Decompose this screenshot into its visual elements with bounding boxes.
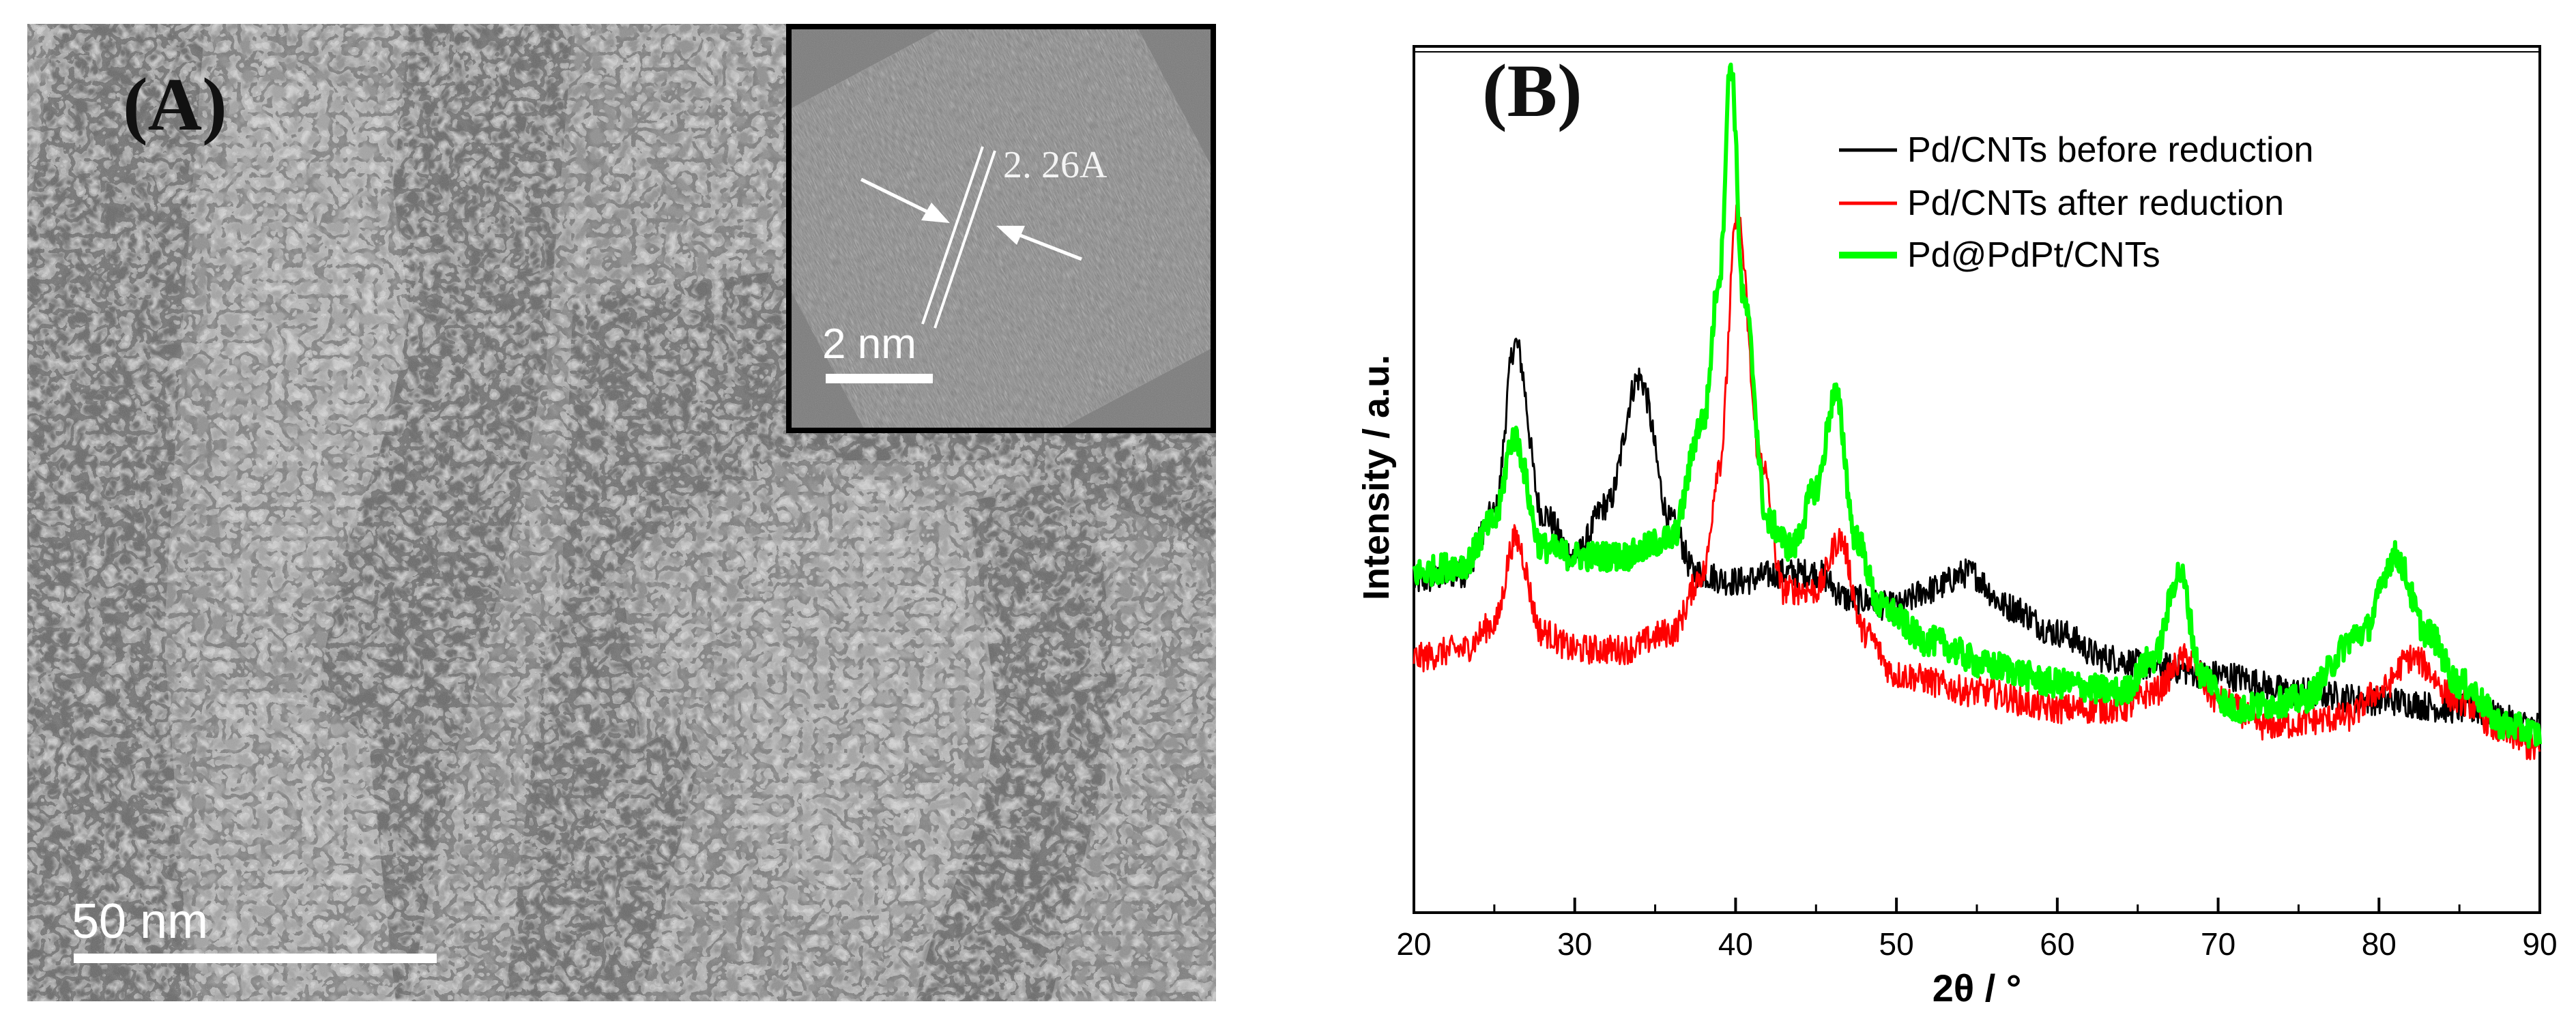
series-layer [1412,62,2542,761]
legend-label-pdpt: Pd@PdPt/CNTs [1907,235,2160,275]
x-tick-label: 60 [2040,926,2074,962]
lattice-marker-line-1 [921,146,984,325]
y-axis-label: Intensity / a.u. [1356,355,1397,600]
series-line-1 [1413,204,2541,761]
x-tick-label: 80 [2362,926,2397,962]
lattice-spacing-label: 2. 26A [1003,144,1108,186]
series-line-0 [1413,338,2541,741]
lattice-marker-line-2 [934,150,996,329]
panel-label-b: (B) [1482,49,1582,132]
inset-scale-bar-label: 2 nm [822,321,916,368]
arrow-left [860,177,928,213]
x-axis-ticks: 20 30 40 50 60 70 80 90 [1396,898,2558,962]
x-tick-label: 50 [1879,926,1914,962]
x-tick-label: 90 [2522,926,2557,962]
x-tick-label: 30 [1557,926,1592,962]
arrow-right [1019,233,1082,261]
plot-frame [1413,45,2541,914]
tem-micrograph: (A) 50 nm 2. 26A 2 nm [27,24,1216,1001]
x-axis-label: 2θ / ° [1933,967,2021,1009]
xrd-chart: 20 30 40 50 60 70 80 90 (B) Pd/CNTs before redu… [1356,45,2558,1009]
x-tick-label: 70 [2201,926,2235,962]
scale-bar-label: 50 nm [72,894,208,949]
legend: Pd/CNTs before reduction Pd/CNTs after r… [1839,130,2313,275]
arrowhead-right [996,226,1025,245]
hrtem-inset: 2. 26A 2 nm [786,24,1216,433]
arrowhead-left [921,203,950,223]
x-tick-label: 20 [1396,926,1431,962]
series-line-2 [1412,62,2542,749]
legend-label-after: Pd/CNTs after reduction [1907,183,2284,223]
legend-label-before: Pd/CNTs before reduction [1907,130,2313,170]
x-tick-label: 40 [1718,926,1753,962]
panel-label-a: (A) [123,63,227,146]
